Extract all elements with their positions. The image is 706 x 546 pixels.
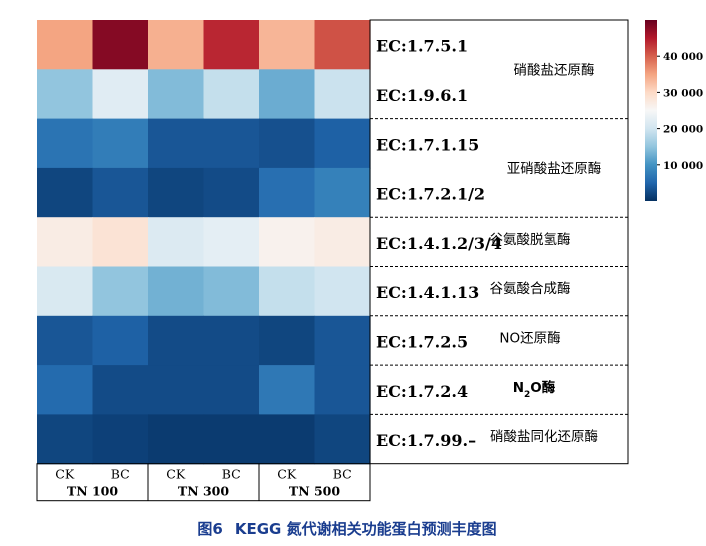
heatmap-cell bbox=[148, 217, 205, 268]
row-label: EC:1.7.5.1 bbox=[376, 37, 468, 56]
row-label: EC:1.7.2.1/2 bbox=[376, 185, 485, 204]
colorbar bbox=[645, 20, 657, 201]
heatmap-cell bbox=[148, 365, 205, 415]
enzyme-group-label: 谷氨酸合成酶 bbox=[490, 281, 571, 297]
group-label: TN 300 bbox=[178, 484, 229, 499]
heatmap-cell bbox=[37, 69, 94, 120]
enzyme-group-label: 谷氨酸脱氢酶 bbox=[490, 232, 571, 248]
column-label: BC bbox=[111, 467, 130, 482]
colorbar-tick-label: 30 000 bbox=[663, 87, 703, 99]
heatmap-cell bbox=[259, 365, 316, 415]
group-label: TN 500 bbox=[289, 484, 340, 499]
heatmap-cell bbox=[259, 167, 316, 218]
row-label: EC:1.9.6.1 bbox=[376, 86, 468, 105]
column-label: CK bbox=[55, 467, 75, 482]
heatmap-cell bbox=[148, 266, 205, 317]
heatmap-cell bbox=[259, 118, 316, 169]
colorbar-tick-label: 10 000 bbox=[663, 160, 703, 172]
heatmap-cell bbox=[314, 315, 371, 366]
heatmap-cell bbox=[92, 69, 149, 120]
heatmap-cell bbox=[148, 118, 205, 169]
heatmap-cell bbox=[37, 217, 94, 268]
label-subscript: 2 bbox=[524, 390, 530, 400]
enzyme-group-label: 硝酸盐同化还原酶 bbox=[490, 429, 598, 445]
row-label: EC:1.7.1.15 bbox=[376, 135, 479, 154]
label-part: N bbox=[513, 380, 524, 396]
heatmap-cell bbox=[37, 365, 94, 415]
heatmap-cell bbox=[37, 118, 94, 169]
heatmap-cell bbox=[203, 414, 260, 465]
row-label: EC:1.4.1.13 bbox=[376, 283, 479, 302]
heatmap-cell bbox=[203, 167, 260, 218]
column-label: CK bbox=[277, 467, 297, 482]
heatmap-cell bbox=[37, 266, 94, 317]
heatmap-cell bbox=[314, 266, 371, 317]
heatmap-cell bbox=[203, 315, 260, 366]
heatmap-cell bbox=[148, 414, 205, 465]
heatmap-cell bbox=[203, 69, 260, 120]
heatmap-cell bbox=[259, 266, 316, 317]
colorbar-tick-label: 20 000 bbox=[663, 124, 703, 136]
label-part: O酶 bbox=[530, 379, 555, 396]
heatmap-cell bbox=[259, 20, 316, 70]
heatmap-cell bbox=[37, 167, 94, 218]
row-label: EC:1.7.99.– bbox=[376, 431, 476, 450]
column-label: BC bbox=[222, 467, 241, 482]
heatmap-cell bbox=[148, 167, 205, 218]
heatmap-cell bbox=[259, 217, 316, 268]
column-label-box bbox=[36, 463, 371, 502]
heatmap-cell bbox=[314, 167, 371, 218]
heatmap-cell bbox=[259, 315, 316, 366]
heatmap-cell bbox=[37, 20, 94, 70]
caption-title: KEGG 氮代谢相关功能蛋白预测丰度图 bbox=[234, 520, 497, 538]
row-label: EC:1.7.2.4 bbox=[376, 382, 468, 401]
enzyme-group-label: 亚硝酸盐还原酶 bbox=[507, 161, 602, 177]
heatmap-cell bbox=[203, 20, 260, 70]
heatmap-cell bbox=[92, 217, 149, 268]
row-label: EC:1.7.2.5 bbox=[376, 332, 468, 351]
enzyme-group-label: 硝酸盐还原酶 bbox=[514, 62, 595, 78]
heatmap-cell bbox=[203, 217, 260, 268]
heatmap-cell bbox=[314, 217, 371, 268]
heatmap-cell bbox=[203, 365, 260, 415]
heatmap-cell bbox=[92, 20, 149, 70]
heatmap-cell bbox=[92, 414, 149, 465]
heatmap-cell bbox=[203, 266, 260, 317]
heatmap-cell bbox=[203, 118, 260, 169]
heatmap-cell bbox=[92, 266, 149, 317]
heatmap-cell bbox=[314, 118, 371, 169]
column-label: CK bbox=[166, 467, 186, 482]
heatmap-cell bbox=[314, 69, 371, 120]
heatmap-cell bbox=[314, 414, 371, 465]
colorbar-tick-label: 40 000 bbox=[663, 51, 703, 63]
row-label: EC:1.4.1.2/3/4 bbox=[376, 234, 502, 253]
heatmap-cell bbox=[92, 167, 149, 218]
figure-caption: 图6 KEGG 氮代谢相关功能蛋白预测丰度图 bbox=[0, 518, 706, 539]
heatmap-cell bbox=[148, 20, 205, 70]
caption-number: 图6 bbox=[197, 520, 223, 538]
heatmap-cell bbox=[92, 365, 149, 415]
heatmap-cell bbox=[259, 69, 316, 120]
enzyme-group-label: N2O酶 bbox=[513, 379, 556, 400]
heatmap-cell bbox=[92, 118, 149, 169]
heatmap-cell bbox=[148, 69, 205, 120]
column-label: BC bbox=[333, 467, 352, 482]
heatmap-cell bbox=[37, 315, 94, 366]
label-panel-border bbox=[369, 19, 629, 465]
group-label: TN 100 bbox=[67, 484, 118, 499]
heatmap-cell bbox=[148, 315, 205, 366]
enzyme-group-label: NO还原酶 bbox=[499, 330, 560, 346]
heatmap-cell bbox=[92, 315, 149, 366]
heatmap-cell bbox=[314, 20, 371, 70]
heatmap-cell bbox=[259, 414, 316, 465]
heatmap-cell bbox=[37, 414, 94, 465]
heatmap-cell bbox=[314, 365, 371, 415]
